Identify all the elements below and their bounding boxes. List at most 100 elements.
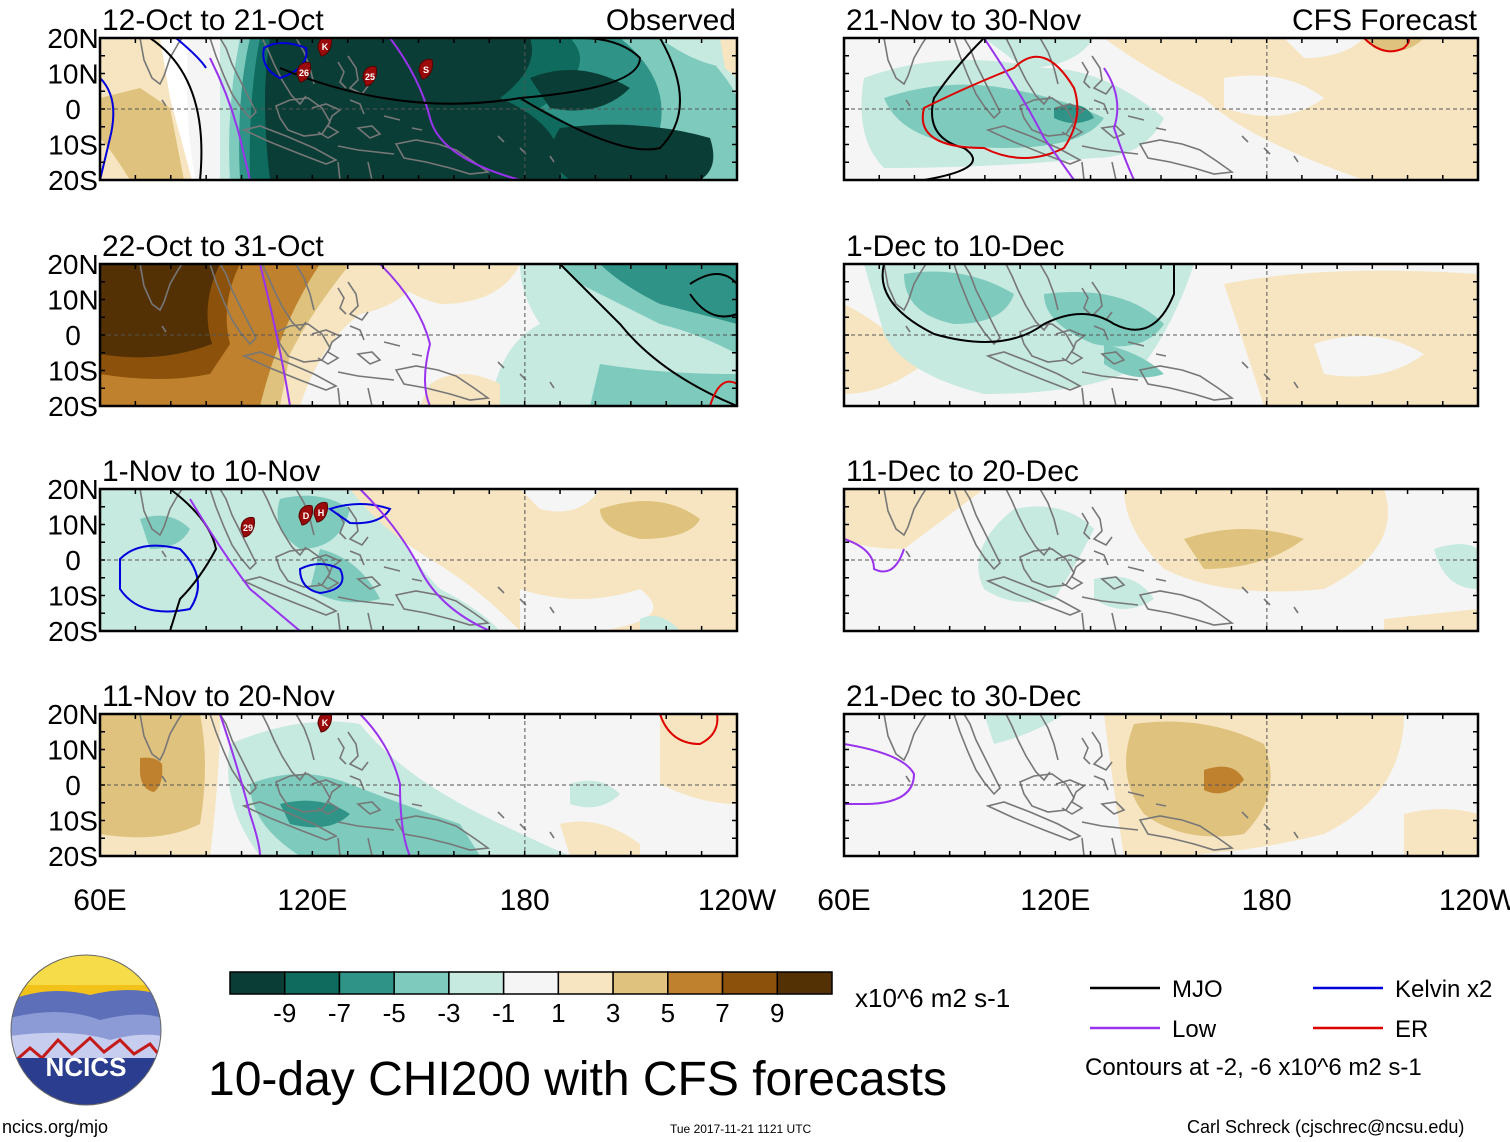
colorbar-swatch	[338, 971, 395, 995]
storm-label: 25	[365, 72, 375, 82]
storm-markers: K 26 25 S	[296, 38, 433, 87]
lon-label: 60E	[817, 884, 870, 917]
legend-label: MJO	[1172, 976, 1223, 1003]
colorbar-swatch	[448, 971, 505, 995]
panel-tag: CFS Forecast	[1292, 4, 1478, 37]
storm-label: K	[322, 718, 329, 728]
lon-label: 120E	[1020, 884, 1090, 917]
colorbar-swatch	[557, 971, 614, 995]
storm-marker: 29	[240, 516, 255, 538]
colorbar: -9 -7 -5 -3 -1 1 3 5 7 9	[229, 971, 833, 1028]
lat-label: 20S	[48, 165, 98, 196]
logo-text: NCICS	[46, 1052, 127, 1082]
colorbar-swatch	[612, 971, 669, 995]
figure-title: 10-day CHI200 with CFS forecasts	[208, 1053, 947, 1106]
colorbar-swatch	[229, 971, 286, 995]
colorbar-swatch	[721, 971, 779, 995]
panel-period: 22-Oct to 31-Oct	[102, 230, 324, 263]
lat-label: 10N	[47, 510, 98, 541]
storm-label: 26	[299, 68, 309, 78]
lat-label: 20S	[48, 841, 98, 872]
footer-timestamp: Tue 2017-11-21 1121 UTC	[670, 1122, 812, 1136]
lon-label: 180	[1242, 884, 1292, 917]
lat-label: 0	[65, 545, 81, 576]
legend-item: Low	[1090, 1016, 1217, 1043]
storm-label: K	[322, 42, 329, 52]
map-panel: 1-Dec to 10-Dec	[842, 230, 1480, 408]
coastlines	[139, 489, 555, 631]
lon-label: 120W	[698, 884, 777, 917]
storm-marker: H	[313, 501, 328, 523]
coastlines	[139, 714, 555, 856]
map-panel: 21-Nov to 30-Nov CFS Forecast	[842, 4, 1480, 182]
lat-label: 20N	[47, 249, 98, 280]
panel-period: 11-Nov to 20-Nov	[102, 680, 335, 713]
storm-label: 29	[243, 523, 253, 533]
map-panel: K 26 25 S 12-Oct to 21-Oct Observed 20N 10N 0 10S…	[47, 4, 739, 196]
storm-label: H	[318, 508, 325, 518]
legend-item: MJO	[1090, 976, 1223, 1003]
footer-author: Carl Schreck (cjschrec@ncsu.edu)	[1187, 1117, 1464, 1137]
wave-contours	[844, 538, 905, 573]
lat-label: 20N	[47, 474, 98, 505]
legend-label: Kelvin x2	[1395, 976, 1492, 1003]
footer-url[interactable]: ncics.org/mjo	[2, 1117, 108, 1137]
storm-markers: K	[317, 714, 332, 733]
colorbar-swatch	[502, 971, 560, 995]
panel-period: 21-Dec to 30-Dec	[846, 680, 1081, 713]
storm-markers: 29 D H	[240, 501, 328, 538]
colorbar-label: -5	[383, 998, 406, 1028]
wave-contours	[881, 264, 1175, 343]
lat-label: 10S	[48, 806, 98, 837]
storm-label: S	[423, 65, 429, 75]
lat-label: 10N	[47, 59, 98, 90]
legend-item: ER	[1313, 1016, 1428, 1043]
legend-item: Kelvin x2	[1313, 976, 1492, 1003]
colorbar-swatch	[667, 971, 724, 995]
lat-label: 10N	[47, 285, 98, 316]
wave-contours	[219, 714, 719, 856]
map-panel: 11-Dec to 20-Dec	[842, 455, 1480, 633]
lat-label: 20N	[47, 699, 98, 730]
wave-contours	[844, 743, 916, 805]
wave-contours	[921, 38, 1410, 180]
storm-marker: D	[298, 504, 313, 526]
colorbar-label: 7	[715, 998, 729, 1028]
lat-label: 20S	[48, 391, 98, 422]
contour-legend: MJO Kelvin x2 Low ER Contours at -2, -6 x10^…	[1085, 976, 1492, 1081]
coastlines	[139, 264, 555, 406]
lat-label: 0	[65, 94, 81, 125]
lat-label: 0	[65, 320, 81, 351]
colorbar-label: -3	[437, 998, 460, 1028]
map-panel: 21-Dec to 30-Dec	[842, 680, 1480, 858]
legend-label: ER	[1395, 1016, 1428, 1043]
lon-label: 120W	[1439, 884, 1510, 917]
lat-label: 10S	[48, 356, 98, 387]
panel-period: 1-Dec to 10-Dec	[846, 230, 1064, 263]
storm-marker: 25	[362, 65, 377, 87]
lat-label: 10N	[47, 735, 98, 766]
wave-contours	[100, 38, 681, 180]
lon-label: 60E	[73, 884, 126, 917]
lat-label: 20S	[48, 616, 98, 647]
colorbar-label: 9	[770, 998, 784, 1028]
panel-period: 21-Nov to 30-Nov	[846, 4, 1081, 37]
panel-period: 12-Oct to 21-Oct	[102, 4, 324, 37]
colorbar-label: 3	[606, 998, 620, 1028]
ncics-logo: NCICS	[10, 954, 162, 1106]
panel-period: 11-Dec to 20-Dec	[846, 455, 1079, 488]
panel-tag: Observed	[606, 4, 736, 37]
storm-marker: K	[317, 38, 332, 57]
panel-period: 1-Nov to 10-Nov	[102, 455, 320, 488]
colorbar-swatch	[776, 971, 833, 995]
colorbar-swatch	[393, 971, 450, 995]
colorbar-units: x10^6 m2 s-1	[855, 983, 1010, 1013]
contour-note: Contours at -2, -6 x10^6 m2 s-1	[1085, 1054, 1422, 1081]
map-panels: K 26 25 S 12-Oct to 21-Oct Observed 20N 10N 0 10S…	[47, 4, 1480, 872]
storm-marker: 26	[296, 61, 311, 83]
legend-label: Low	[1172, 1016, 1217, 1043]
lat-label: 20N	[47, 23, 98, 54]
